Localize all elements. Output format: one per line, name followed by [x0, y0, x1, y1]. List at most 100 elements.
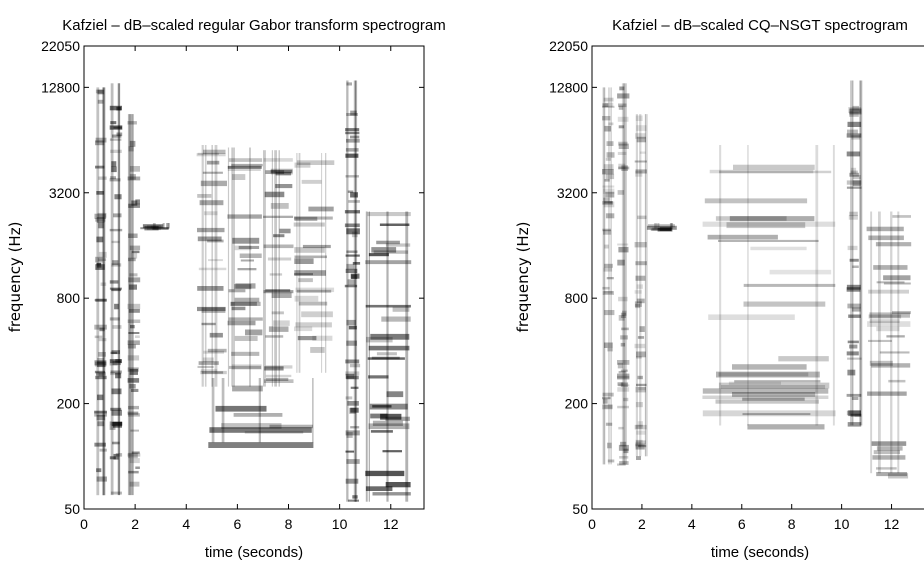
harmonic-band: [228, 317, 263, 321]
harmonic-band: [344, 210, 360, 214]
harmonic-band: [381, 316, 411, 322]
harmonic-band: [876, 467, 897, 470]
harmonic-band: [635, 275, 646, 281]
harmonic-band: [852, 105, 859, 111]
harmonic-band: [130, 325, 135, 329]
harmonic-band: [127, 355, 140, 361]
harmonic-band: [634, 290, 642, 294]
harmonic-band: [202, 171, 223, 174]
y-tick-label: 200: [565, 396, 589, 412]
onset-streak: [850, 80, 853, 426]
harmonic-band: [605, 157, 611, 161]
harmonic-band: [268, 326, 289, 332]
harmonic-band: [111, 166, 117, 173]
harmonic-band: [602, 404, 613, 410]
harmonic-band: [135, 199, 140, 205]
harmonic-band: [131, 451, 140, 454]
harmonic-band: [98, 372, 104, 377]
harmonic-band: [345, 396, 353, 400]
harmonic-band: [142, 224, 164, 229]
harmonic-band: [97, 89, 105, 95]
harmonic-band: [871, 441, 907, 446]
y-tick-label: 12800: [41, 79, 80, 95]
harmonic-band: [111, 388, 122, 395]
harmonic-band: [618, 141, 628, 146]
onset-streak: [669, 223, 673, 229]
harmonic-band: [732, 364, 807, 370]
harmonic-band: [96, 414, 106, 421]
harmonic-band: [637, 336, 645, 339]
harmonic-band: [128, 257, 136, 262]
harmonic-band: [110, 149, 122, 153]
y-tick-label: 200: [57, 396, 81, 412]
harmonic-band: [128, 284, 137, 290]
harmonic-band: [635, 441, 641, 448]
onset-streak: [747, 145, 749, 426]
harmonic-band: [130, 388, 139, 392]
harmonic-band: [892, 311, 911, 315]
harmonic-band: [617, 373, 630, 379]
spectral-event-3: [140, 223, 170, 231]
harmonic-band: [94, 361, 107, 367]
onset-streak: [312, 378, 314, 443]
harmonic-band: [602, 116, 611, 121]
harmonic-band: [298, 278, 313, 283]
harmonic-band: [110, 176, 116, 180]
harmonic-band: [721, 385, 826, 389]
harmonic-band: [350, 386, 359, 389]
harmonic-band: [231, 306, 246, 311]
x-tick-label: 4: [182, 516, 190, 532]
harmonic-band: [622, 310, 627, 316]
harmonic-band: [97, 212, 107, 218]
harmonic-band: [201, 307, 226, 313]
harmonic-band: [618, 166, 630, 170]
harmonic-band: [235, 283, 256, 289]
harmonic-band: [635, 444, 645, 450]
harmonic-band: [376, 352, 397, 356]
harmonic-band: [201, 322, 216, 326]
harmonic-band: [873, 450, 900, 455]
harmonic-band: [634, 242, 647, 248]
harmonic-band: [234, 297, 260, 303]
harmonic-band: [607, 459, 615, 463]
harmonic-band: [392, 306, 410, 312]
harmonic-band: [127, 344, 136, 349]
harmonic-band: [302, 244, 331, 249]
harmonic-band: [604, 404, 613, 409]
harmonic-band: [635, 133, 646, 139]
harmonic-band: [310, 347, 325, 353]
harmonic-band: [95, 137, 107, 143]
harmonic-band: [847, 303, 861, 309]
harmonic-band: [846, 410, 861, 416]
harmonic-band: [273, 234, 285, 238]
harmonic-band: [203, 350, 224, 354]
harmonic-band: [94, 442, 106, 447]
harmonic-band: [367, 212, 411, 217]
harmonic-band: [230, 301, 257, 306]
harmonic-band: [854, 413, 861, 418]
harmonic-band: [129, 140, 136, 147]
harmonic-band: [728, 381, 781, 385]
harmonic-band: [201, 371, 224, 374]
harmonic-band: [621, 165, 628, 171]
harmonic-band: [269, 424, 313, 429]
x-tick-label: 10: [332, 516, 348, 532]
onset-streak: [214, 145, 218, 387]
harmonic-band: [846, 151, 861, 157]
harmonic-band: [851, 307, 861, 312]
gabor-spectrogram-image: [94, 80, 412, 502]
harmonic-band: [228, 289, 246, 293]
harmonic-band: [602, 105, 615, 108]
harmonic-band: [618, 246, 629, 253]
harmonic-band: [109, 424, 116, 430]
harmonic-band: [96, 191, 104, 195]
harmonic-band: [602, 398, 608, 404]
onset-streak: [832, 145, 835, 426]
harmonic-band: [346, 263, 355, 270]
harmonic-band: [113, 126, 122, 129]
harmonic-band: [109, 228, 123, 232]
harmonic-band: [350, 273, 360, 279]
harmonic-band: [345, 478, 359, 484]
harmonic-band: [128, 309, 140, 313]
onset-streak: [897, 211, 900, 474]
